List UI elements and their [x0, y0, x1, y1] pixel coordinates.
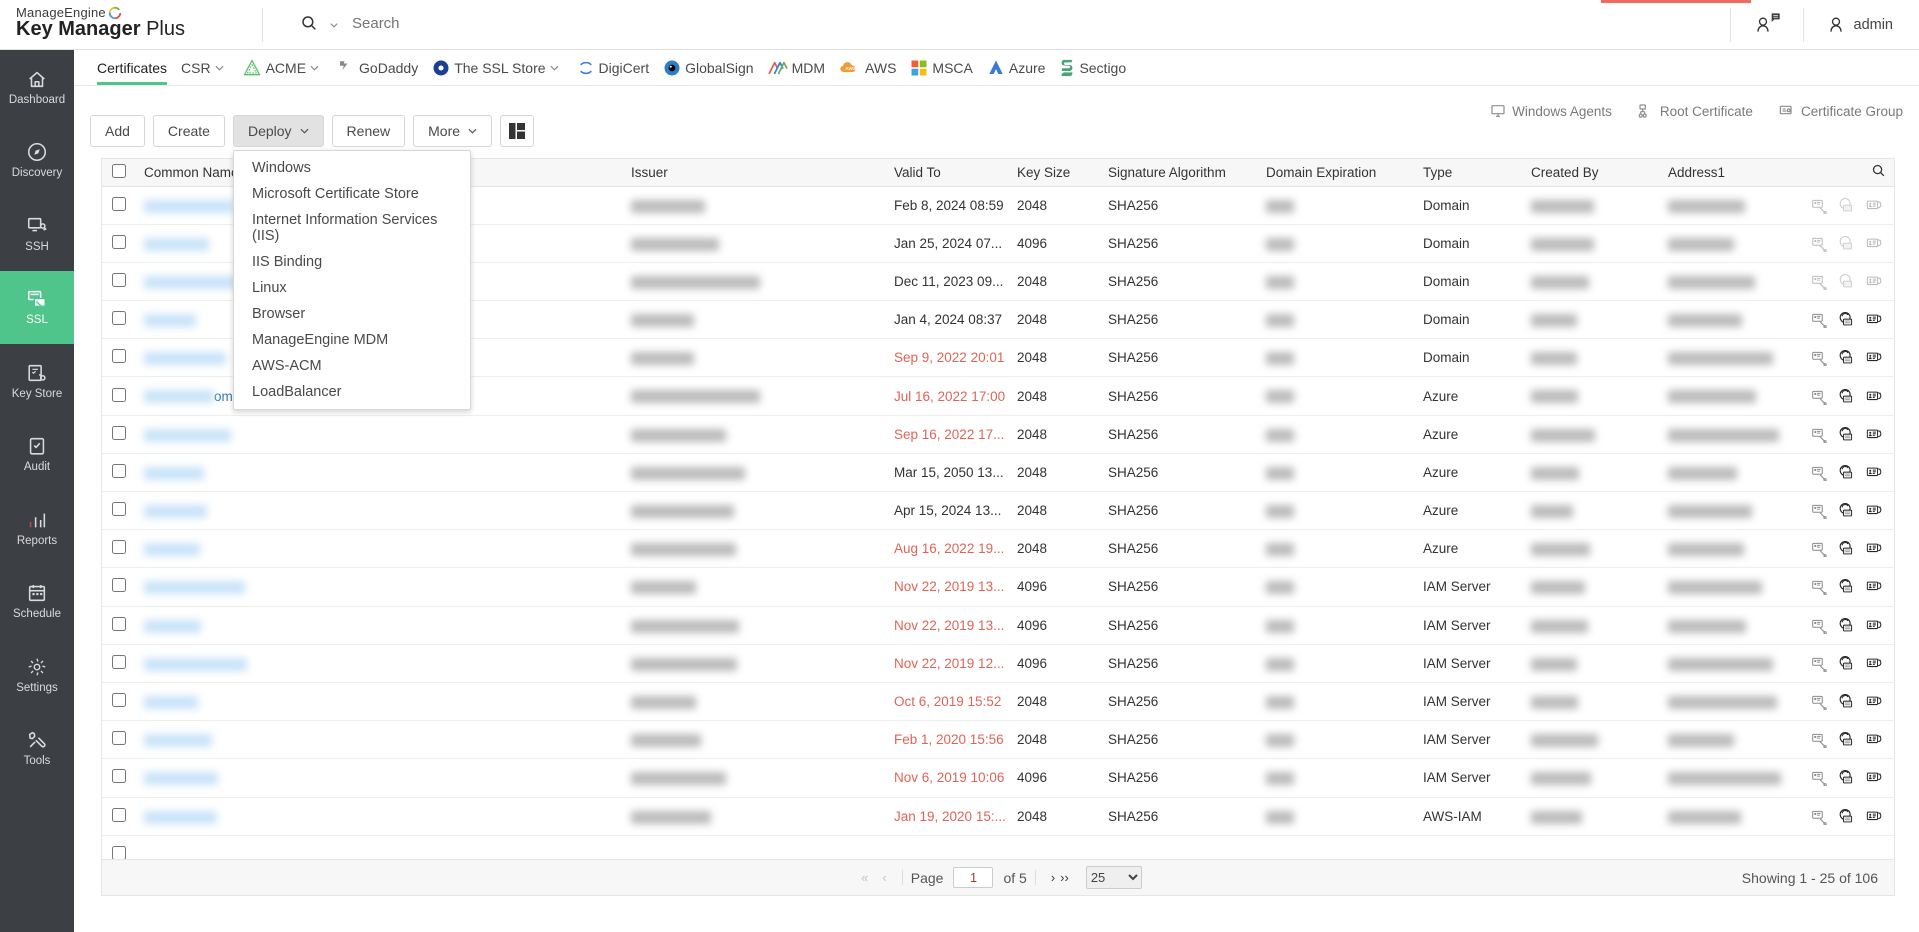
svg-text:AWS: AWS	[845, 66, 857, 72]
